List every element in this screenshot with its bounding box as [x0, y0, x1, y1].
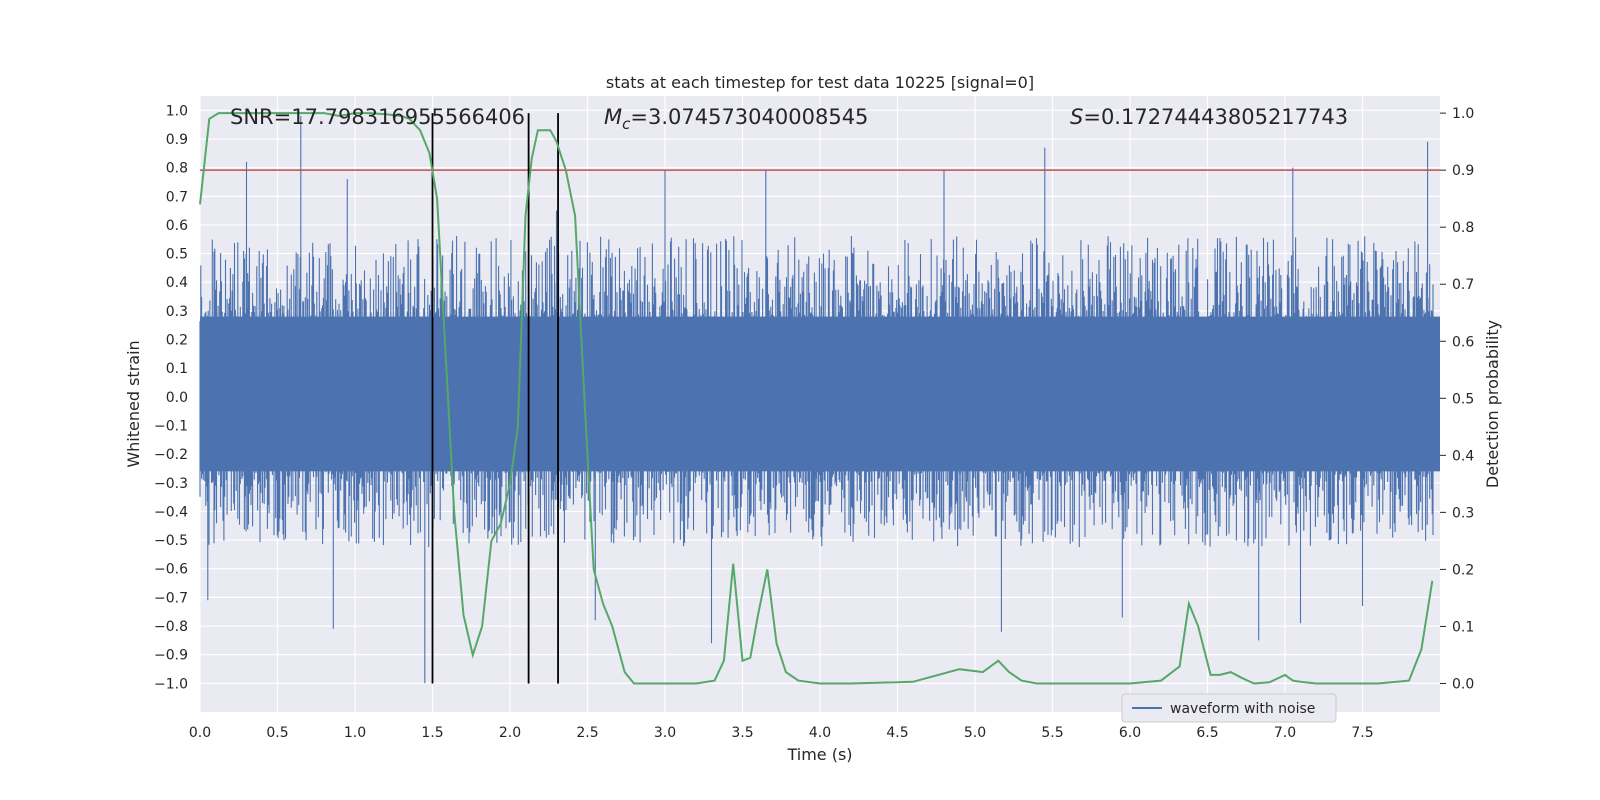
chart-title: stats at each timestep for test data 102…	[606, 73, 1034, 92]
y-left-tick-label: 0.8	[166, 161, 188, 177]
x-tick-label: 2.0	[499, 725, 521, 741]
y-right-tick-label: 0.0	[1452, 676, 1474, 692]
y-left-tick-label: −0.8	[154, 619, 188, 635]
y-left-tick-label: 0.1	[166, 361, 188, 377]
x-tick-label: 5.0	[964, 725, 986, 741]
y-right-tick-label: 0.4	[1452, 448, 1474, 464]
detection-probability-line	[199, 112, 1434, 685]
legend-box	[1121, 693, 1337, 723]
y-right-tick-label: 1.0	[1452, 106, 1474, 122]
y-left-tick-label: 0.5	[166, 247, 188, 263]
y-left-tick-label: 0.6	[166, 218, 188, 234]
y-axis-left-label: Whitened strain	[124, 340, 143, 467]
chirp-mass-symbol: M	[604, 105, 622, 129]
y-right-tick-label: 0.3	[1452, 505, 1474, 521]
x-tick-label: 6.5	[1196, 725, 1218, 741]
y-left-tick-label: 0.2	[166, 333, 188, 349]
chirp-mass-annotation: Mc=3.074573040008545	[604, 105, 868, 133]
legend-label: waveform with noise	[1170, 701, 1315, 717]
x-tick-label: 4.0	[809, 725, 831, 741]
x-axis-label: Time (s)	[786, 745, 852, 764]
waveform-trace	[199, 116, 1434, 684]
x-tick-label: 2.5	[576, 725, 598, 741]
y-left-tick-label: −0.3	[154, 476, 188, 492]
y-right-tick-label: 0.9	[1452, 163, 1474, 179]
y-right-tick-label: 0.1	[1452, 619, 1474, 635]
y-left-tick-label: −1.0	[154, 676, 188, 692]
chirp-mass-value: =3.074573040008545	[630, 105, 868, 129]
y-right-tick-label: 0.8	[1452, 220, 1474, 236]
s-symbol: S	[1070, 105, 1083, 129]
y-right-tick-label: 0.2	[1452, 562, 1474, 578]
x-tick-label: 6.0	[1119, 725, 1141, 741]
x-tick-label: 3.5	[731, 725, 753, 741]
y-left-tick-label: −0.5	[154, 533, 188, 549]
x-tick-label: 1.5	[421, 725, 443, 741]
x-tick-labels: 0.0 0.5 1.0 1.5 2.0 2.5 3.0 3.5 4.0 4.5 5.0 5.5 6.0 6…	[189, 725, 1374, 741]
x-tick-label: 7.0	[1274, 725, 1296, 741]
y-left-tick-label: 0.0	[166, 390, 188, 406]
s-annotation: S=0.17274443805217743	[1070, 105, 1348, 129]
x-tick-label: 7.5	[1351, 725, 1373, 741]
y-left-tick-label: 0.4	[166, 275, 188, 291]
y-left-tick-label: −0.1	[154, 418, 188, 434]
chirp-mass-subscript: c	[622, 115, 631, 133]
x-tick-label: 0.0	[189, 725, 211, 741]
y-right-tick-label: 0.6	[1452, 334, 1474, 350]
y-left-tick-label: 0.9	[166, 132, 188, 148]
y-left-tick-label: 1.0	[166, 103, 188, 119]
x-tick-label: 4.5	[886, 725, 908, 741]
x-tick-label: 5.5	[1041, 725, 1063, 741]
x-tick-label: 0.5	[266, 725, 288, 741]
legend: waveform with noise	[1121, 693, 1337, 723]
y-left-tick-label: −0.7	[154, 590, 188, 606]
y-left-tick-label: 0.3	[166, 304, 188, 320]
y-left-tick-label: −0.6	[154, 562, 188, 578]
y-right-tick-labels: 1.0 0.9 0.8 0.7 0.6 0.5 0.4 0.3 0.2 0.1 0.0	[1440, 106, 1474, 692]
y-left-tick-label: −0.9	[154, 648, 188, 664]
y-left-tick-labels: 1.0 0.9 0.8 0.7 0.6 0.5 0.4 0.3 0.2 0.1 0.0 −0.1 −0.…	[154, 103, 188, 692]
y-left-tick-label: −0.4	[154, 504, 188, 520]
snr-annotation: SNR=17.798316955566406	[230, 105, 525, 129]
y-axis-right-label: Detection probability	[1483, 320, 1502, 488]
y-right-tick-label: 0.7	[1452, 277, 1474, 293]
y-left-tick-label: −0.2	[154, 447, 188, 463]
x-tick-label: 3.0	[654, 725, 676, 741]
x-tick-label: 1.0	[344, 725, 366, 741]
y-left-tick-label: 0.7	[166, 189, 188, 205]
vertical-markers	[431, 113, 559, 684]
s-value: =0.17274443805217743	[1083, 105, 1348, 129]
waveform-series	[199, 116, 1440, 684]
y-right-tick-label: 0.5	[1452, 391, 1474, 407]
